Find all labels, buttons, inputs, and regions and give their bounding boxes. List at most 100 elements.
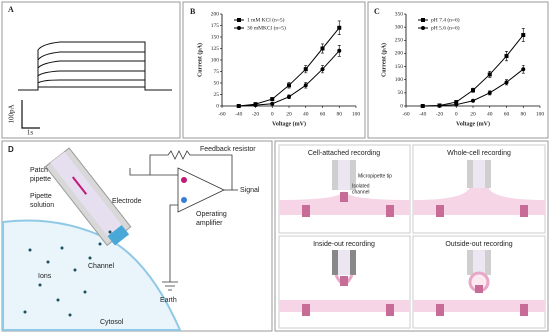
marker	[454, 100, 459, 105]
y-tick-label: 0	[400, 103, 403, 109]
label: Channel	[88, 263, 115, 270]
legend-label: pH 7.4 (n=6)	[431, 16, 460, 23]
x-tick-label: 80	[337, 111, 343, 117]
marker	[303, 67, 308, 72]
x-tick-label: -20	[252, 111, 260, 117]
x-axis-label: Voltage (mV)	[272, 120, 306, 127]
circuit	[129, 150, 238, 291]
x-tick-label: 20	[286, 111, 292, 117]
marker	[521, 67, 526, 72]
legend-label: 30 mMKCl (n=5)	[247, 24, 286, 31]
legend-marker	[237, 18, 241, 22]
y-tick-label: 25	[214, 92, 220, 98]
panel-d: D Feedback resistor Signal Operating amp…	[2, 145, 260, 331]
panel-a: A 100pA 1s	[8, 5, 172, 137]
legend-label: 1 mM KCl (n=5)	[247, 16, 285, 23]
marker	[303, 83, 308, 88]
panel-b-frame	[182, 1, 366, 139]
quadrant: Whole-cell recording	[412, 144, 546, 234]
legend-label: pH 5.6 (n=6)	[431, 24, 460, 31]
quadrant: Outside-out recording	[412, 235, 546, 329]
x-tick-label: 100	[536, 111, 545, 117]
marker	[471, 98, 475, 103]
y-tick-label: 100	[211, 57, 220, 63]
y-tick-label: 125	[211, 46, 220, 52]
x-tick-label: 40	[303, 111, 309, 117]
quadrant-title: Outside-out recording	[445, 241, 512, 248]
y-tick-label: 200	[211, 11, 220, 17]
x-tick-label: -60	[402, 111, 410, 117]
ions	[23, 230, 112, 317]
label: Earth	[160, 297, 177, 304]
trace	[37, 60, 145, 90]
x-tick-label: -40	[419, 111, 427, 117]
quadrant-title: Cell-attached recording	[308, 150, 380, 157]
marker	[471, 88, 475, 93]
pipette-solution	[50, 151, 127, 242]
marker	[454, 102, 459, 107]
x-tick-label: 0	[271, 111, 274, 117]
x-tick-label: 40	[487, 111, 493, 117]
label: Feedback resistor	[200, 146, 256, 153]
marker	[287, 83, 291, 88]
y-axis-label: Current (pA)	[196, 43, 203, 77]
quadrant-title: Whole-cell recording	[447, 150, 511, 157]
y-tick-label: 50	[214, 80, 220, 86]
marker	[337, 25, 342, 30]
quadrant: Cell-attached recording Micropipette tip…	[278, 144, 411, 234]
y-tick-label: 200	[395, 51, 404, 57]
marker	[521, 33, 526, 38]
y-tick-label: 150	[395, 64, 404, 70]
label: Isolated	[352, 183, 370, 189]
x-tick-label: 60	[504, 111, 510, 117]
panel-e: E Cell-attached recording Micropipette t…	[278, 144, 546, 329]
panel-label: D	[8, 145, 14, 154]
marker	[504, 54, 509, 59]
y-tick-label: 250	[395, 38, 404, 44]
label: solution	[30, 202, 54, 209]
panel-a-frame	[1, 1, 181, 139]
label: channel	[352, 189, 370, 195]
y-tick-label: 300	[395, 24, 404, 30]
marker	[487, 90, 492, 95]
marker	[337, 48, 342, 53]
label: Ions	[38, 273, 52, 280]
marker	[504, 80, 509, 85]
scale-x-label: 1s	[27, 129, 34, 137]
legend-marker	[421, 18, 425, 22]
x-tick-label: -40	[235, 111, 243, 117]
y-axis-label: Current (pA)	[380, 43, 387, 77]
marker	[437, 103, 442, 108]
label: amplifier	[196, 220, 223, 227]
quadrant-title: Inside-out recording	[313, 241, 375, 248]
scale-bar	[21, 100, 40, 129]
y-tick-label: 100	[395, 77, 404, 83]
x-tick-label: 20	[470, 111, 476, 117]
trace	[37, 70, 145, 90]
panel-c-frame	[367, 1, 549, 139]
label: Patch	[30, 167, 48, 174]
label: Cytosol	[100, 319, 124, 326]
trace	[18, 41, 172, 91]
x-tick-label: 0	[455, 111, 458, 117]
marker	[320, 67, 325, 72]
label: Electrode	[112, 198, 142, 205]
scale-y-label: 100pA	[8, 104, 16, 123]
y-tick-label: 350	[395, 11, 404, 17]
y-tick-label: 50	[398, 90, 404, 96]
panel-label: B	[190, 7, 196, 16]
x-tick-label: -20	[436, 111, 444, 117]
panel-label: C	[374, 7, 380, 16]
marker	[253, 103, 258, 108]
y-tick-label: 150	[211, 34, 220, 40]
electrode	[71, 176, 88, 195]
pipette	[44, 147, 132, 246]
label: pipette	[30, 176, 51, 183]
marker	[420, 104, 425, 108]
trace	[37, 86, 145, 90]
marker	[287, 94, 291, 99]
label: Pipette	[30, 193, 52, 200]
marker	[320, 46, 325, 51]
x-tick-label: -60	[218, 111, 226, 117]
